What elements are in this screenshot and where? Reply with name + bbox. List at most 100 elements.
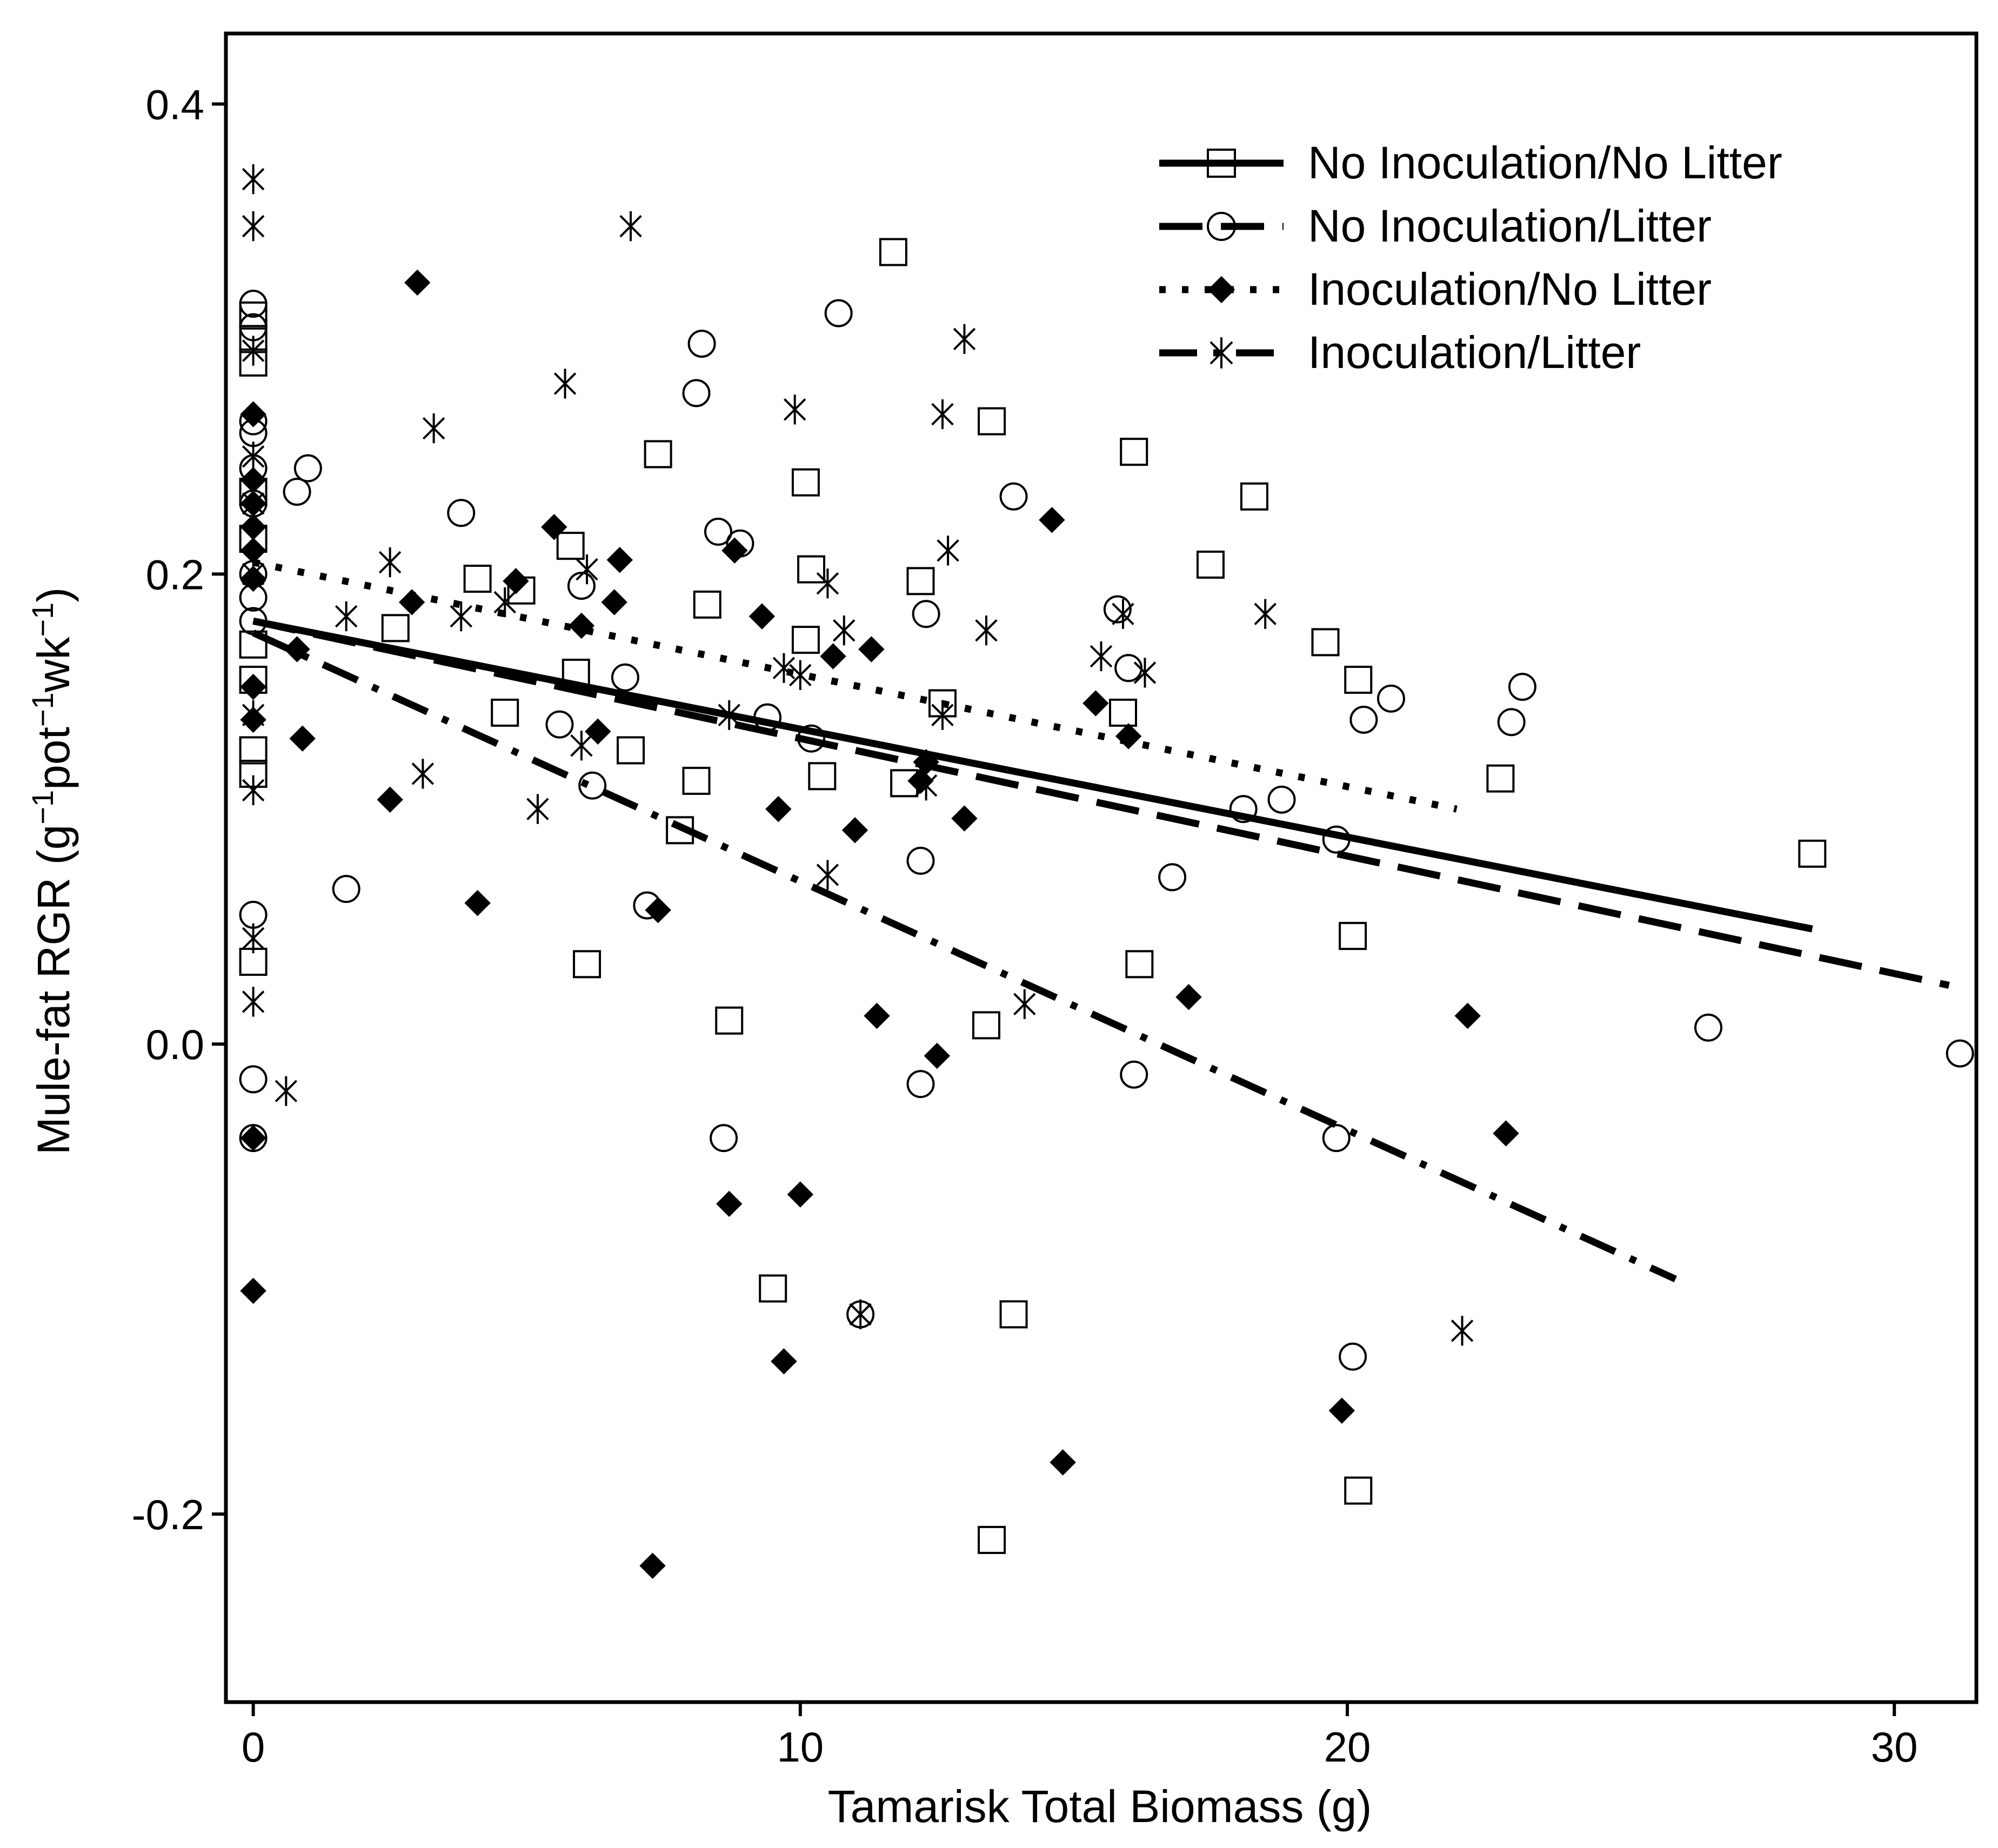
data-point [1497, 708, 1526, 736]
data-point [864, 1002, 890, 1029]
data-point [1158, 863, 1187, 892]
data-point [797, 555, 826, 584]
data-point [242, 164, 265, 195]
data-point [398, 589, 425, 615]
data-point [1112, 599, 1134, 629]
legend-marker-series-3 [1207, 276, 1235, 304]
data-point [1349, 705, 1378, 734]
data-point [808, 762, 837, 791]
data-point [978, 1525, 1006, 1554]
data-point [906, 1070, 935, 1099]
data-point [464, 890, 491, 916]
data-point [617, 736, 645, 765]
data-point [824, 299, 853, 327]
data-point [906, 846, 935, 875]
data-point [1108, 698, 1137, 727]
data-point [242, 700, 265, 730]
data-point [841, 817, 868, 843]
data-point [718, 700, 740, 730]
data-point [240, 401, 266, 427]
data-point [931, 399, 954, 430]
data-point [721, 537, 748, 564]
data-point [1082, 690, 1109, 717]
y-axis-title-part: ) [28, 587, 79, 602]
fit-line-series-3 [252, 559, 1458, 813]
data-point [1322, 825, 1351, 854]
data-point [791, 626, 820, 654]
data-point [644, 440, 672, 468]
data-point [242, 336, 265, 366]
x-tick-label: 30 [1871, 1723, 1918, 1771]
data-point [242, 441, 265, 472]
data-point [568, 612, 595, 639]
fit-line-series-4 [251, 630, 1677, 1283]
legend-label-series-2: No Inoculation/Litter [1308, 200, 1712, 251]
data-point [1115, 723, 1142, 749]
data-point [240, 1124, 266, 1151]
data-point [242, 211, 265, 242]
legend-label-series-4: Inoculation/Litter [1308, 327, 1641, 378]
y-axis-title-part: Mule-fat RGR (g [28, 825, 79, 1155]
legend-label-series-3: Inoculation/No Litter [1308, 264, 1712, 314]
data-point [242, 923, 265, 954]
data-point [749, 603, 776, 630]
legend-marker-series-1 [1207, 149, 1236, 178]
data-point [335, 601, 358, 632]
data-point [526, 794, 549, 824]
data-point [978, 407, 1006, 436]
data-point [666, 816, 694, 845]
data-point [381, 614, 410, 642]
data-point [239, 1065, 268, 1094]
data-point [816, 568, 839, 599]
data-point [240, 1277, 266, 1304]
data-point [1125, 950, 1154, 979]
y-tick-label: 0.4 [146, 81, 204, 128]
data-point [1103, 595, 1132, 624]
data-point [1114, 654, 1143, 682]
data-point [1050, 1449, 1076, 1476]
data-point [820, 643, 846, 669]
data-point [999, 482, 1028, 511]
x-tick-label: 0 [242, 1723, 265, 1771]
data-point [289, 725, 316, 752]
data-point [765, 796, 792, 822]
data-point [606, 547, 633, 573]
data-point [491, 698, 519, 727]
data-point [493, 587, 516, 618]
fit-line-series-2 [252, 617, 1950, 989]
data-point [411, 759, 435, 789]
data-point [1376, 684, 1405, 713]
data-point [1694, 1013, 1723, 1042]
data-point [783, 394, 806, 425]
data-point [1946, 1039, 1974, 1068]
data-point [553, 369, 577, 399]
y-axis-title-part: wk [28, 637, 79, 693]
data-point [682, 767, 711, 795]
data-point [715, 1006, 744, 1035]
data-point [578, 771, 607, 800]
data-point [1451, 1316, 1474, 1346]
data-point [914, 771, 938, 801]
legend: No Inoculation/No Litter No Inoculation/L… [1159, 137, 1782, 378]
data-point [1175, 983, 1202, 1010]
data-point [422, 413, 445, 444]
data-point [239, 290, 268, 318]
data-point [293, 454, 322, 483]
data-point [687, 330, 716, 358]
data-point [753, 703, 782, 732]
data-point [849, 1299, 872, 1329]
data-point [789, 660, 812, 690]
data-point [378, 547, 402, 578]
data-point [239, 630, 268, 659]
data-point [450, 601, 472, 632]
data-point [816, 860, 839, 890]
data-point [585, 718, 611, 745]
data-point [240, 673, 266, 700]
data-point [573, 950, 602, 979]
data-point [1344, 666, 1373, 694]
data-point [682, 379, 711, 407]
data-point [242, 775, 265, 806]
data-point [999, 1300, 1028, 1329]
data-point [1240, 482, 1268, 511]
